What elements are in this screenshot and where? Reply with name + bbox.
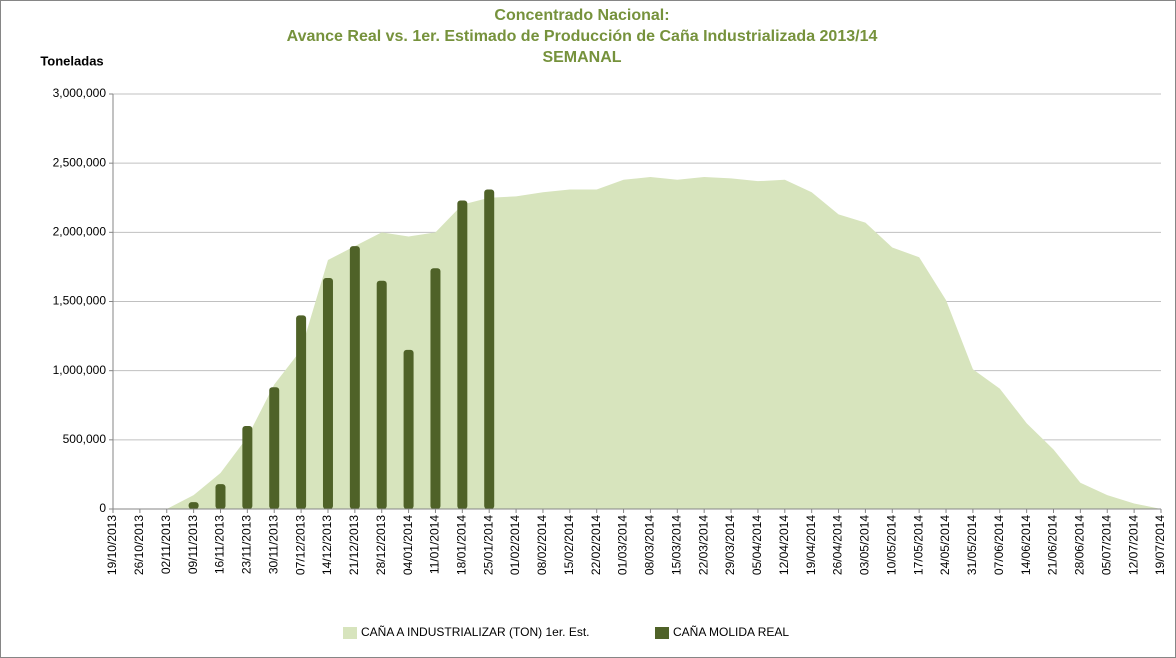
x-tick-label: 19/04/2014 [804,515,818,575]
x-tick-label: 02/11/2013 [159,515,173,574]
bar [376,280,387,509]
x-tick-label: 24/05/2014 [938,515,952,575]
x-tick-label: 21/12/2013 [347,515,361,575]
y-tick-label: 500,000 [63,432,107,446]
x-tick-label: 14/12/2013 [320,515,334,575]
x-tick-label: 29/03/2014 [723,515,737,575]
y-tick-label: 1,500,000 [53,294,107,308]
y-tick-label: 1,000,000 [53,363,107,377]
bar [215,484,226,509]
x-tick-label: 08/02/2014 [535,515,549,575]
x-tick-label: 22/02/2014 [589,515,603,575]
x-tick-label: 23/11/2013 [240,515,254,574]
bar [242,426,253,509]
x-tick-label: 12/07/2014 [1126,515,1140,575]
x-tick-label: 16/11/2013 [213,515,227,574]
x-tick-label: 25/01/2014 [481,515,495,575]
y-tick-label: 0 [99,501,106,515]
bar [349,246,360,509]
x-tick-label: 09/11/2013 [186,515,200,574]
y-tick-label: 3,000,000 [53,86,107,100]
y-axis-label: Toneladas [40,53,103,68]
x-tick-label: 14/06/2014 [1019,515,1033,575]
bar [322,277,333,509]
x-tick-label: 28/06/2014 [1073,515,1087,575]
y-tick-label: 2,000,000 [53,225,107,239]
x-tick-label: 10/05/2014 [884,515,898,575]
x-tick-label: 01/02/2014 [508,515,522,575]
bar [484,189,495,509]
x-tick-label: 30/11/2013 [266,515,280,574]
x-tick-label: 04/01/2014 [401,515,415,575]
x-tick-label: 18/01/2014 [455,515,469,575]
x-tick-label: 03/05/2014 [858,515,872,575]
bar [188,502,199,509]
legend-swatch [343,627,357,639]
x-tick-label: 01/03/2014 [616,515,630,575]
x-tick-label: 07/12/2013 [293,515,307,575]
x-tick-label: 11/01/2014 [428,515,442,574]
bar [403,349,414,509]
x-tick-label: 15/02/2014 [562,515,576,575]
x-tick-label: 26/10/2013 [132,515,146,575]
x-tick-label: 19/10/2013 [105,515,119,575]
area [113,177,1161,509]
bar [457,200,468,509]
x-tick-label: 19/07/2014 [1153,515,1167,575]
legend-label: CAÑA MOLIDA REAL [673,625,789,639]
chart-title: Avance Real vs. 1er. Estimado de Producc… [287,28,878,45]
x-tick-label: 07/06/2014 [992,515,1006,575]
x-tick-label: 31/05/2014 [965,515,979,575]
bar [430,268,441,509]
chart-title: SEMANAL [542,49,621,66]
y-tick-label: 2,500,000 [53,155,107,169]
x-tick-label: 22/03/2014 [696,515,710,575]
bar [269,387,280,509]
x-tick-label: 05/04/2014 [750,515,764,575]
x-tick-label: 21/06/2014 [1046,515,1060,575]
x-tick-label: 15/03/2014 [669,515,683,575]
chart-title: Concentrado Nacional: [494,7,669,24]
legend-label: CAÑA A INDUSTRIALIZAR (TON) 1er. Est. [361,625,590,639]
legend-swatch [655,627,669,639]
x-tick-label: 05/07/2014 [1099,515,1113,575]
bar [296,315,307,509]
x-tick-label: 12/04/2014 [777,515,791,575]
x-tick-label: 17/05/2014 [911,515,925,575]
x-tick-label: 28/12/2013 [374,515,388,575]
x-tick-label: 26/04/2014 [831,515,845,575]
x-tick-label: 08/03/2014 [643,515,657,575]
